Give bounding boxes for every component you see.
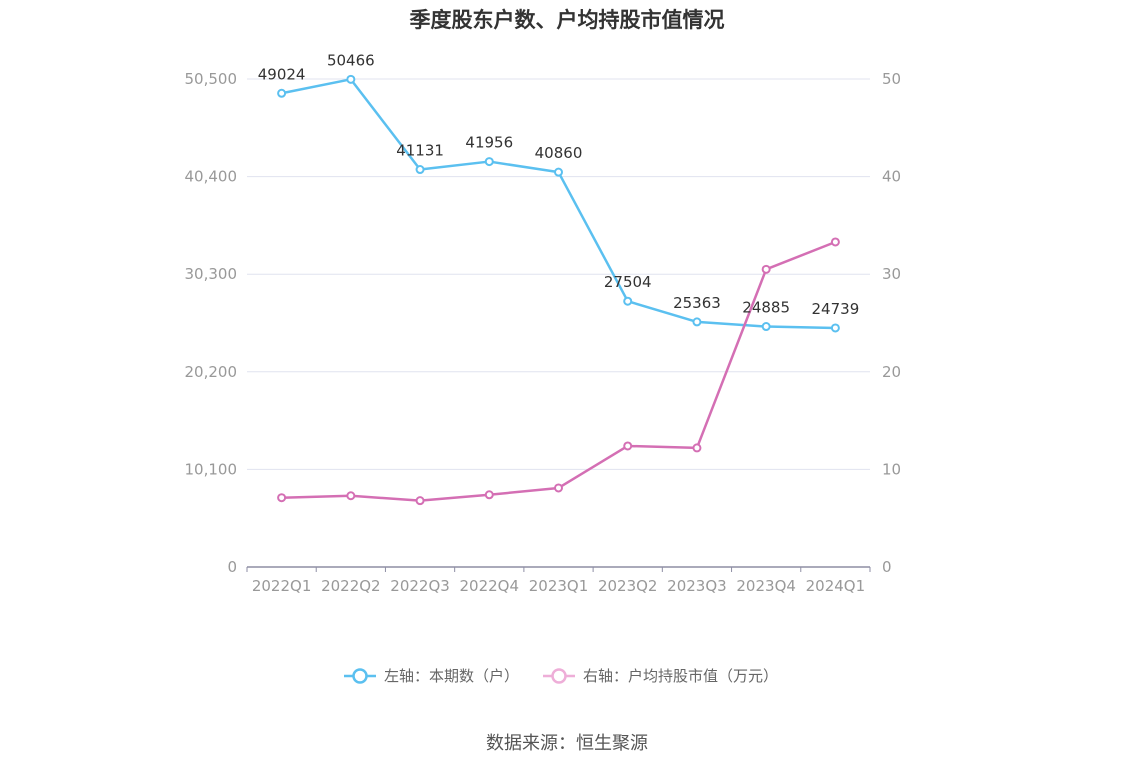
data-point	[277, 493, 287, 503]
series-lines	[281, 78, 836, 502]
grid-lines	[247, 78, 870, 470]
data-point	[484, 490, 494, 500]
data-point	[830, 237, 840, 247]
y-left-tick-label: 10,100	[185, 460, 238, 478]
data-label: 41131	[396, 142, 444, 160]
y-right-tick-label: 20	[882, 363, 901, 381]
chart-title: 季度股东户数、户均持股市值情况	[409, 8, 725, 32]
legend-label: 左轴：本期数（户）	[384, 667, 519, 685]
data-point	[277, 88, 287, 98]
data-point	[484, 157, 494, 167]
y-left-tick-label: 30,300	[185, 265, 238, 283]
axes: 0 0 10,100 10 20,200 20 30,300 30 40,400 40 50,500…	[185, 70, 902, 595]
data-point	[554, 167, 563, 177]
data-point	[692, 317, 702, 327]
data-point	[623, 296, 633, 306]
legend: 左轴：本期数（户） 右轴：户均持股市值（万元）	[344, 667, 778, 685]
data-point	[692, 443, 702, 453]
x-tick-label: 2023Q4	[736, 577, 796, 595]
data-point	[346, 74, 356, 84]
data-label: 50466	[327, 51, 375, 69]
legend-marker	[551, 668, 567, 684]
data-point	[415, 496, 425, 506]
data-label: 40860	[535, 144, 583, 162]
data-point	[554, 483, 563, 493]
data-point	[761, 322, 771, 332]
data-point	[761, 264, 771, 274]
data-point	[623, 441, 633, 451]
x-tick-label: 2024Q1	[806, 577, 866, 595]
data-point	[415, 165, 425, 175]
x-tick-label: 2022Q1	[252, 577, 312, 595]
legend-marker	[352, 668, 368, 684]
y-left-tick-label: 50,500	[185, 70, 238, 88]
series-points	[277, 74, 840, 506]
data-label: 24739	[812, 300, 860, 318]
series-line-1	[281, 78, 836, 330]
y-left-tick-label: 20,200	[185, 363, 238, 381]
y-right-tick-label: 0	[882, 558, 892, 576]
data-point	[346, 491, 356, 501]
x-tick-label: 2023Q3	[667, 577, 727, 595]
data-label: 25363	[673, 294, 721, 312]
y-left-tick-label: 0	[227, 558, 237, 576]
data-label: 27504	[604, 273, 652, 291]
x-tick-label: 2023Q2	[598, 577, 658, 595]
x-tick-label: 2022Q3	[390, 577, 450, 595]
y-right-tick-label: 50	[882, 70, 901, 88]
data-label: 49024	[258, 65, 306, 83]
x-tick-label: 2022Q2	[321, 577, 381, 595]
data-label: 41956	[465, 134, 513, 152]
data-labels: 49024 50466 41131 41956 40860 27504 25363 24885…	[258, 51, 859, 318]
legend-label: 右轴：户均持股市值（万元）	[583, 667, 778, 685]
y-right-tick-label: 40	[882, 168, 901, 186]
x-tick-label: 2022Q4	[460, 577, 520, 595]
x-tick-label: 2023Q1	[529, 577, 589, 595]
data-point	[830, 323, 840, 333]
y-right-tick-label: 30	[882, 265, 901, 283]
data-label: 24885	[742, 299, 790, 317]
y-right-tick-label: 10	[882, 460, 901, 478]
y-left-tick-label: 40,400	[185, 168, 238, 186]
source-note: 数据来源：恒生聚源	[486, 733, 648, 754]
